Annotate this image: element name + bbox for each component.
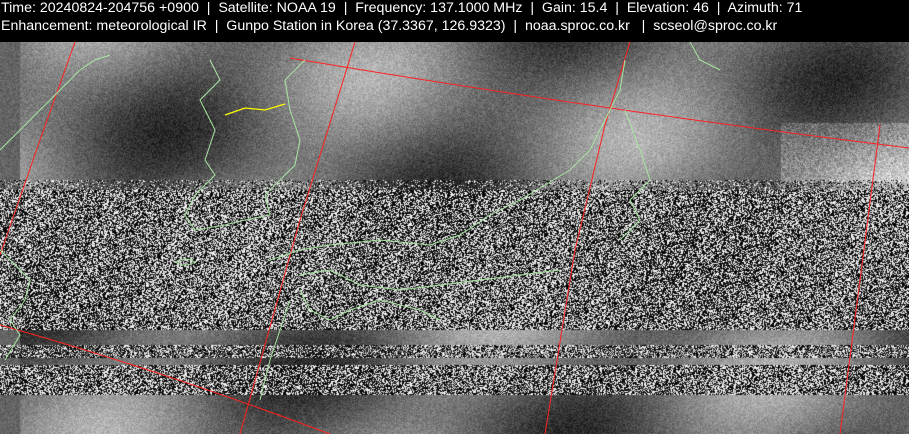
coastline xyxy=(0,249,31,361)
lat-lon-grid xyxy=(0,41,909,434)
grid-line xyxy=(0,324,331,434)
grid-line xyxy=(239,41,356,434)
coastline xyxy=(299,269,561,291)
header-station-line: Enhancement: meteorological IR | Gunpo S… xyxy=(1,18,778,34)
header-info-line: Time: 20240824-204756 +0900 | Satellite:… xyxy=(1,0,803,16)
satellite-image xyxy=(0,42,909,434)
coastline xyxy=(174,258,196,266)
coastlines xyxy=(0,41,721,401)
border-line xyxy=(224,103,286,116)
coastline xyxy=(0,54,111,151)
coastline xyxy=(299,289,441,321)
coastline xyxy=(269,59,626,261)
coastline xyxy=(689,41,721,71)
grid-line xyxy=(839,124,881,434)
coastline xyxy=(184,59,306,231)
grid-line xyxy=(0,41,76,256)
grid-line xyxy=(289,57,909,149)
coastline xyxy=(259,299,291,401)
coastline xyxy=(619,109,651,241)
grid-line xyxy=(544,41,631,434)
